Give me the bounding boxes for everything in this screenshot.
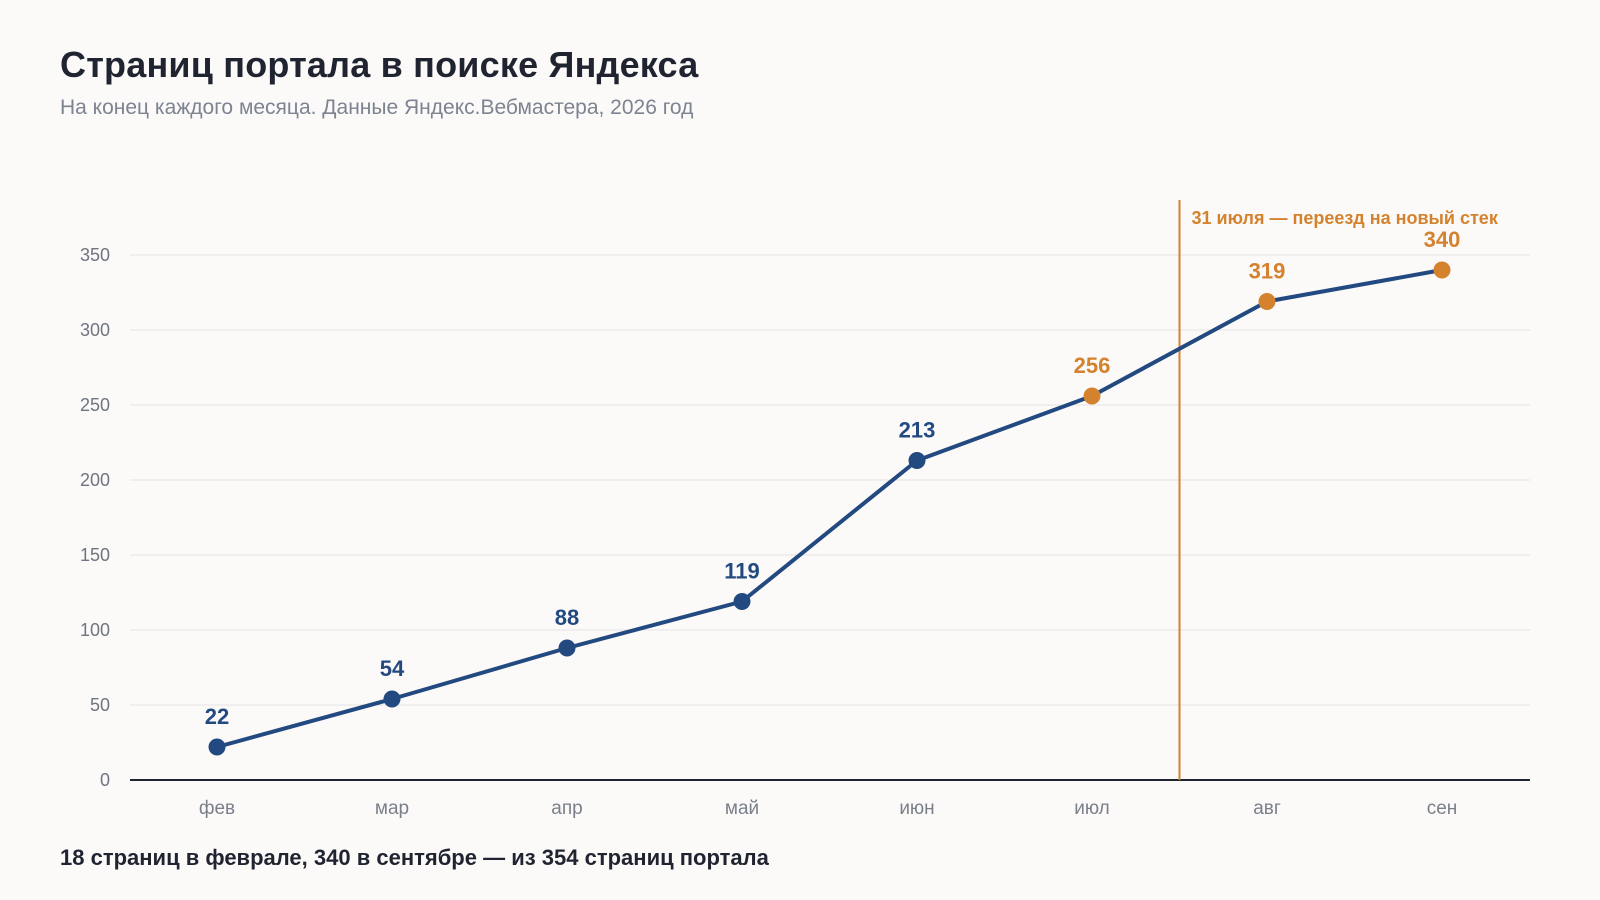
x-tick-label-3: май <box>725 798 759 819</box>
data-point-6 <box>1258 293 1276 310</box>
y-tick-label-0: 0 <box>100 770 110 790</box>
data-point-3 <box>733 593 751 610</box>
data-point-2 <box>558 639 576 657</box>
data-label-5: 256 <box>1074 353 1111 378</box>
y-tick-label-50: 50 <box>90 695 110 715</box>
data-label-3: 119 <box>724 559 760 584</box>
data-label-7: 340 <box>1424 227 1461 252</box>
data-points <box>208 261 1451 756</box>
chart-title: Страниц портала в поиске Яндекса <box>60 44 699 85</box>
grid-lines <box>130 254 1530 706</box>
x-tick-label-0: фев <box>199 798 235 819</box>
data-point-4 <box>908 452 926 469</box>
data-point-1 <box>383 690 401 708</box>
data-label-1: 54 <box>380 656 405 681</box>
chart-footnote: 18 страниц в феврале, 340 в сентябре — и… <box>60 845 769 870</box>
x-tick-label-5: июл <box>1074 798 1110 819</box>
data-label-6: 319 <box>1249 259 1286 284</box>
y-tick-label-200: 200 <box>80 470 110 490</box>
x-tick-label-2: апр <box>551 798 582 819</box>
x-tick-label-4: июн <box>899 798 934 819</box>
annotation: 31 июля — переезд на новый стек <box>1178 200 1499 780</box>
data-labels: 22 54 88 119 213 256 319 340 <box>205 227 1461 729</box>
y-tick-label-300: 300 <box>80 320 110 340</box>
annotation-label: 31 июля — переезд на новый стек <box>1192 208 1499 228</box>
series-line <box>215 268 1444 749</box>
x-axis-ticks: фев мар апр май июн июл авг сен <box>199 798 1457 819</box>
x-tick-label-7: сен <box>1427 798 1458 819</box>
x-tick-label-1: мар <box>375 798 409 819</box>
chart-subtitle: На конец каждого месяца. Данные Яндекс.В… <box>60 96 694 119</box>
y-tick-label-350: 350 <box>80 245 110 265</box>
data-point-0 <box>208 738 226 756</box>
data-point-5 <box>1083 387 1101 405</box>
x-tick-label-6: авг <box>1253 798 1281 819</box>
data-label-4: 213 <box>899 418 936 443</box>
y-axis-ticks: 0 50 100 150 200 250 300 350 <box>80 245 110 790</box>
data-label-0: 22 <box>205 704 229 729</box>
y-tick-label-150: 150 <box>80 545 110 565</box>
data-point-7 <box>1433 261 1451 279</box>
series-line-path <box>215 268 1444 749</box>
data-label-2: 88 <box>555 605 579 630</box>
y-tick-label-100: 100 <box>80 620 110 640</box>
y-tick-label-250: 250 <box>80 395 110 415</box>
